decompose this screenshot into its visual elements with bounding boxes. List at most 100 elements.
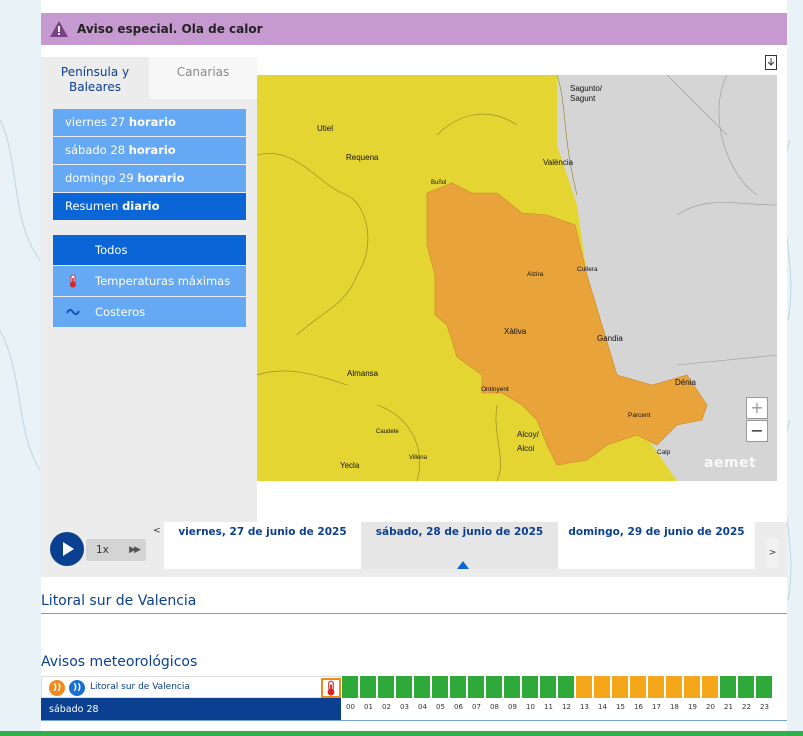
divider (41, 720, 787, 721)
tab-label: Canarias (176, 65, 230, 79)
speed-control[interactable]: 1x ▶▶ (86, 539, 146, 561)
hour-cell: 22 (738, 676, 756, 711)
hour-level-box (342, 676, 359, 698)
tab-label: Península y Baleares (60, 65, 130, 94)
hour-cell: 04 (414, 676, 432, 711)
place-label: Cullera (577, 266, 598, 273)
hour-cell: 11 (540, 676, 558, 711)
hour-label: 20 (706, 703, 715, 711)
hour-cell: 18 (666, 676, 684, 711)
region-tabs: Península y Baleares Canarias (41, 57, 257, 99)
timeline-day-viernes[interactable]: viernes, 27 de junio de 2025 (164, 522, 361, 569)
hour-level-box (558, 676, 575, 698)
hour-cell: 20 (702, 676, 720, 711)
timeline-next-arrow[interactable]: > (767, 538, 778, 568)
place-label: Ontinyent (481, 386, 509, 393)
filter-costeros[interactable]: Costeros (53, 297, 246, 327)
speed-label: 1x (96, 544, 109, 556)
hour-cell: 10 (522, 676, 540, 711)
hour-label: 08 (490, 703, 499, 711)
timeline-bar: 1x ▶▶ < viernes, 27 de junio de 2025 sáb… (41, 522, 787, 577)
hour-cell: 05 (432, 676, 450, 711)
warning-icon (50, 21, 68, 37)
day-suffix: horario (137, 171, 185, 185)
place-label: Villena (409, 455, 428, 461)
place-label: Dénia (675, 378, 696, 387)
day-item-viernes[interactable]: viernes 27 horario (53, 109, 246, 136)
hour-level-box (522, 676, 539, 698)
place-label: Xàtiva (504, 327, 527, 336)
place-label: Alcoy/ (517, 430, 540, 439)
day-item-domingo[interactable]: domingo 29 horario (53, 165, 246, 192)
hour-label: 00 (346, 703, 355, 711)
hour-level-box (702, 676, 719, 698)
hour-cell: 14 (594, 676, 612, 711)
tab-canarias[interactable]: Canarias (149, 57, 257, 99)
hour-level-box (648, 676, 665, 698)
hour-level-box (468, 676, 485, 698)
hour-cell: 21 (720, 676, 738, 711)
filter-todos[interactable]: Todos (53, 235, 246, 265)
hour-label: 16 (634, 703, 643, 711)
hour-level-box (378, 676, 395, 698)
place-label: Caudete (376, 429, 399, 435)
rss-icon[interactable]: )) (49, 680, 65, 696)
hour-cell: 12 (558, 676, 576, 711)
map-place-labels: Sagunto/ Sagunt Utiel Requena València B… (317, 84, 696, 470)
hour-label: 04 (418, 703, 427, 711)
hour-level-box (450, 676, 467, 698)
place-label: Yecla (340, 461, 360, 470)
hour-level-box (486, 676, 503, 698)
zoom-out-button[interactable]: − (746, 420, 768, 442)
place-label: Utiel (317, 124, 333, 133)
download-icon[interactable] (765, 55, 777, 70)
heat-wave-alert-banner[interactable]: Aviso especial. Ola de calor (41, 13, 787, 45)
day-item-sabado[interactable]: sábado 28 horario (53, 137, 246, 164)
rss-icon[interactable]: )) (69, 680, 85, 696)
region-rss-link[interactable]: Litoral sur de Valencia (90, 682, 190, 692)
hour-cell: 19 (684, 676, 702, 711)
hour-level-box (720, 676, 737, 698)
timeline-day-label: sábado, 28 de junio de 2025 (375, 526, 544, 538)
hour-label: 10 (526, 703, 535, 711)
hour-label: 06 (454, 703, 463, 711)
hourly-warning-grid: 00 01 02 03 04 05 06 07 08 09 10 11 12 13 14 15 16 17 18 19… (342, 676, 774, 711)
hour-level-box (684, 676, 701, 698)
hour-level-box (540, 676, 557, 698)
play-button[interactable] (50, 532, 84, 566)
hour-label: 01 (364, 703, 373, 711)
wave-icon (66, 308, 80, 316)
day-suffix: diario (122, 199, 160, 213)
hour-label: 03 (400, 703, 409, 711)
warnings-map[interactable]: Sagunto/ Sagunt Utiel Requena València B… (257, 75, 777, 481)
timeline-day-domingo[interactable]: domingo, 29 de junio de 2025 (558, 522, 755, 569)
day-label: Resumen (65, 199, 119, 213)
timeline-day-label: viernes, 27 de junio de 2025 (178, 526, 347, 538)
filter-temperaturas-maximas[interactable]: Temperaturas máximas (53, 266, 246, 296)
fast-forward-icon[interactable]: ▶▶ (129, 545, 141, 555)
place-label: Alcoi (517, 444, 535, 453)
day-item-resumen[interactable]: Resumen diario (53, 193, 246, 220)
hour-cell: 03 (396, 676, 414, 711)
hour-label: 12 (562, 703, 571, 711)
timeline-day-sabado[interactable]: sábado, 28 de junio de 2025 (361, 522, 558, 569)
hour-level-box (666, 676, 683, 698)
zoom-in-button[interactable]: + (746, 397, 768, 419)
day-suffix: horario (128, 115, 176, 129)
divider (41, 613, 787, 614)
hour-level-box (594, 676, 611, 698)
thermometer-icon (321, 678, 341, 698)
hour-level-box (630, 676, 647, 698)
place-label: Gandia (597, 334, 623, 343)
map-borders (257, 75, 578, 481)
hour-cell: 09 (504, 676, 522, 711)
hour-cell: 02 (378, 676, 396, 711)
tab-peninsula-baleares[interactable]: Península y Baleares (41, 57, 149, 99)
hour-level-box (738, 676, 755, 698)
place-label: Parcent (628, 412, 651, 419)
timeline-prev-arrow[interactable]: < (153, 526, 161, 536)
hour-cell: 16 (630, 676, 648, 711)
map-orange-area (426, 182, 708, 466)
hour-label: 21 (724, 703, 733, 711)
thermometer-icon (70, 274, 76, 288)
